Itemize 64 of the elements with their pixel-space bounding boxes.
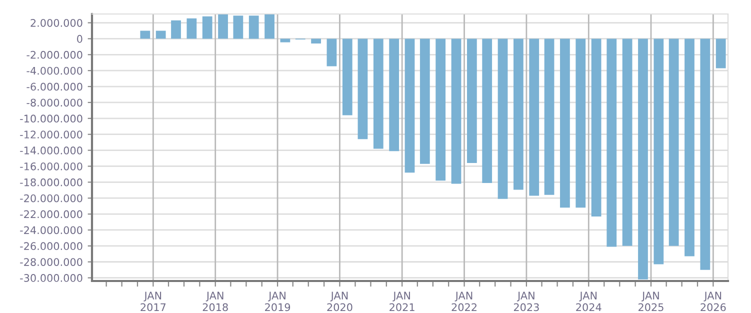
y-tick-label: -10.000.000 [20,114,82,123]
bar [202,16,212,39]
bar [436,38,446,181]
y-tick-label: 0 [77,34,82,43]
y-tick-label: -4.000.000 [26,66,82,75]
x-tick-label: JAN 2018 [202,292,228,312]
bar [716,38,726,68]
bar [591,38,602,216]
x-tick-label: JAN 2019 [265,292,290,312]
bar [404,38,415,173]
bar [186,18,197,39]
y-tick-label: -22.000.000 [20,210,82,218]
x-tick-label: JAN 2026 [700,292,726,312]
x-tick-label: JAN 2023 [514,292,539,312]
bar [358,38,368,140]
y-tick-label: -14.000.000 [20,146,82,154]
bar [389,38,400,152]
bar [606,38,617,247]
y-tick-label: -24.000.000 [20,226,82,234]
bar [326,38,337,66]
y-tick-label: -18.000.000 [20,178,82,186]
x-tick-label: JAN 2021 [390,292,414,312]
bar [529,38,540,196]
bar [560,38,570,208]
y-tick-label: -28.000.000 [20,258,82,266]
bar [420,38,430,164]
bar [544,38,554,195]
bar [280,38,290,42]
x-tick-label: JAN 2024 [576,292,602,312]
bar [576,38,586,208]
bar [342,38,352,116]
x-tick-label: JAN 2025 [638,292,664,312]
bar [700,38,710,270]
bar [373,38,384,149]
y-tick-label: 2.000.000 [30,18,82,27]
y-tick-label: -12.000.000 [20,130,82,138]
y-tick-label: -16.000.000 [20,162,82,170]
x-tick-label: JAN 2017 [140,292,166,312]
bar [668,38,679,246]
bar [140,30,150,39]
bar [171,20,181,39]
y-tick-label: -26.000.000 [20,242,82,250]
x-tick-label: JAN 2022 [452,292,476,312]
bar [482,38,492,183]
bar [622,38,632,246]
bar [218,14,228,39]
bar [248,16,259,39]
y-tick-label: -6.000.000 [26,82,82,91]
y-tick-label: -8.000.000 [26,98,82,107]
bar [684,38,694,256]
bar [638,38,648,280]
y-tick-label: -30.000.000 [20,274,82,282]
bar [233,16,244,39]
bar [156,30,166,39]
bar [514,38,524,190]
x-tick-label: JAN 2020 [327,292,352,312]
bar [498,38,508,199]
bar [451,38,462,184]
bar [311,38,321,44]
bar [466,38,477,164]
bar [264,14,274,39]
y-tick-label: -2.000.000 [26,50,82,59]
bar [654,38,664,264]
y-tick-label: -20.000.000 [20,194,82,202]
